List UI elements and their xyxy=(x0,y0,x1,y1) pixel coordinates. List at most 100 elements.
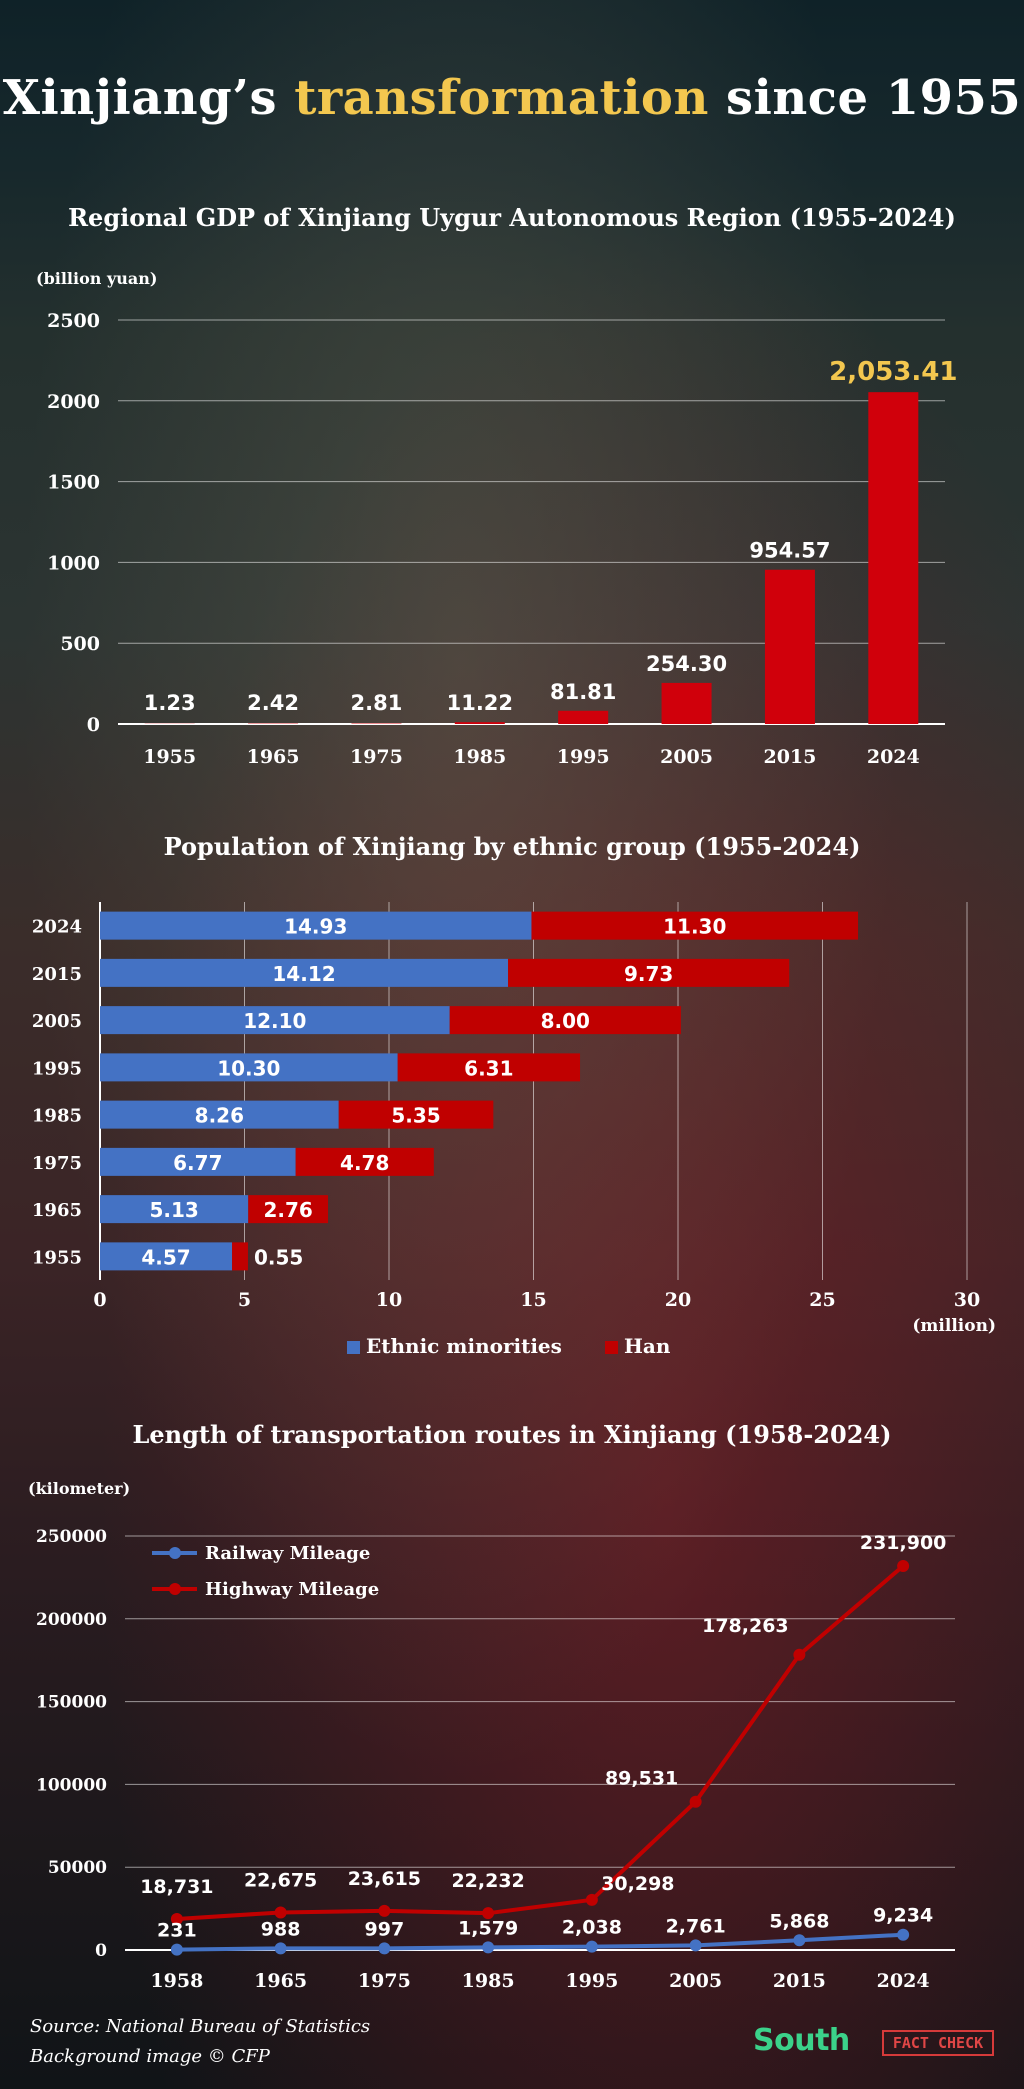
gdp-y-tick-label: 1500 xyxy=(47,472,100,494)
pop-label-ethnic: 14.93 xyxy=(284,915,347,939)
transport-chart-title: Length of transportation routes in Xinji… xyxy=(132,1420,892,1449)
pop-x-tick-label: 0 xyxy=(93,1289,106,1311)
pop-bar-ethnic xyxy=(100,958,509,987)
gdp-chart: (billion yuan) 0 500 1000 1500 2000 2500 1.23 19… xyxy=(36,269,957,768)
highway-data-label: 30,298 xyxy=(601,1873,674,1895)
pop-bar-han xyxy=(508,958,790,987)
gdp-data-label: 954.57 xyxy=(749,539,830,563)
gdp-x-tick-label: 2005 xyxy=(660,746,713,768)
railway-data-label: 2,038 xyxy=(562,1917,622,1939)
gdp-y-tick-label: 2000 xyxy=(47,391,100,413)
transport-y-tick-label: 50000 xyxy=(48,1858,107,1878)
transport-x-tick-label: 1965 xyxy=(254,1970,307,1992)
pop-y-tick-label: 1995 xyxy=(32,1058,82,1079)
pop-label-ethnic: 6.77 xyxy=(173,1151,222,1175)
pop-y-tick-label: 2015 xyxy=(32,964,82,985)
pop-label-ethnic: 4.57 xyxy=(141,1245,190,1269)
railway-point xyxy=(793,1934,806,1947)
railway-data-label: 2,761 xyxy=(666,1915,726,1937)
transport-y-tick-label: 150000 xyxy=(36,1693,107,1713)
pop-bar-han xyxy=(248,1195,329,1224)
highway-data-label: 178,263 xyxy=(702,1615,789,1637)
highway-point xyxy=(274,1906,287,1919)
gdp-bar xyxy=(454,722,505,724)
south-logo-text: South xyxy=(753,2023,850,2058)
title-prefix: Xinjiang’s xyxy=(2,70,295,126)
gdp-x-tick-label: 2015 xyxy=(763,746,816,768)
railway-point xyxy=(170,1943,183,1956)
pop-label-han: 9.73 xyxy=(624,962,673,986)
legend-highway-marker xyxy=(169,1583,181,1595)
pop-label-ethnic: 5.13 xyxy=(149,1198,198,1222)
pop-bar-ethnic xyxy=(100,1053,398,1082)
pop-bar-han xyxy=(338,1100,494,1129)
highway-point xyxy=(793,1648,806,1661)
gdp-bar xyxy=(764,569,815,724)
population-chart-title: Population of Xinjiang by ethnic group (… xyxy=(163,832,861,861)
title-highlight: transformation xyxy=(294,70,709,126)
transport-y-tick-label: 200000 xyxy=(36,1610,107,1630)
pop-label-han: 5.35 xyxy=(391,1104,440,1128)
gdp-x-tick-label: 1975 xyxy=(350,746,403,768)
pop-bar-ethnic xyxy=(100,1242,233,1271)
transport-x-tick-label: 2015 xyxy=(773,1970,826,1992)
gdp-x-tick-label: 1985 xyxy=(453,746,506,768)
railway-data-label: 1,579 xyxy=(458,1917,518,1939)
pop-bar-han xyxy=(232,1242,248,1271)
gdp-bar xyxy=(661,682,712,724)
highway-data-label: 22,675 xyxy=(244,1869,317,1891)
transport-x-tick-label: 1995 xyxy=(565,1970,618,1992)
legend-railway-marker xyxy=(169,1547,181,1559)
pop-label-han: 8.00 xyxy=(541,1009,590,1033)
railway-point xyxy=(482,1941,495,1954)
pop-label-han: 6.31 xyxy=(464,1056,513,1080)
railway-data-label: 9,234 xyxy=(873,1905,933,1927)
gdp-bar xyxy=(558,710,609,724)
pop-y-tick-label: 1965 xyxy=(32,1200,82,1221)
pop-label-ethnic: 14.12 xyxy=(272,962,335,986)
legend-highway-label: Highway Mileage xyxy=(205,1579,379,1600)
highway-data-label: 23,615 xyxy=(348,1868,421,1890)
pop-y-tick-label: 2005 xyxy=(32,1011,82,1032)
highway-point xyxy=(482,1907,495,1920)
highway-data-label: 18,731 xyxy=(140,1876,213,1898)
pop-bar-ethnic xyxy=(100,1006,450,1035)
page-title: Xinjiang’s transformation since 1955 xyxy=(0,70,1024,126)
railway-data-label: 5,868 xyxy=(769,1910,829,1932)
pop-legend-label-ethnic: Ethnic minorities xyxy=(366,1334,562,1358)
pop-x-tick-label: 10 xyxy=(376,1289,402,1311)
highway-point xyxy=(170,1912,183,1925)
highway-line xyxy=(176,1564,905,1921)
highway-point xyxy=(378,1904,391,1917)
pop-label-han: 2.76 xyxy=(263,1198,312,1222)
pop-x-tick-label: 30 xyxy=(954,1289,980,1311)
gdp-data-label: 81.81 xyxy=(550,680,616,704)
gdp-chart-title: Regional GDP of Xinjiang Uygur Autonomou… xyxy=(68,203,956,232)
pop-legend-swatch-ethnic xyxy=(347,1341,360,1354)
gdp-y-tick-label: 500 xyxy=(60,633,100,655)
highway-point xyxy=(897,1559,910,1572)
transport-x-tick-label: 1975 xyxy=(358,1970,411,1992)
gdp-x-tick-label: 1955 xyxy=(143,746,196,768)
railway-point xyxy=(585,1940,598,1953)
transport-y-tick-label: 0 xyxy=(95,1941,107,1961)
image-credit: Background image © CFP xyxy=(30,2046,270,2067)
pop-bar-han xyxy=(295,1147,434,1176)
railway-data-label: 231 xyxy=(157,1920,197,1942)
gdp-data-label: 2.81 xyxy=(351,691,403,715)
transport-x-tick-label: 1958 xyxy=(150,1970,203,1992)
highway-point xyxy=(585,1893,598,1906)
pop-x-tick-label: 15 xyxy=(520,1289,546,1311)
highway-point xyxy=(689,1795,702,1808)
population-chart: 0 5 10 15 20 25 30 (million) 2024 14.93 11.30 2015 1… xyxy=(32,902,996,1358)
pop-unit-label: (million) xyxy=(912,1316,996,1336)
gdp-y-tick-label: 2500 xyxy=(47,310,100,332)
transport-x-tick-label: 1985 xyxy=(462,1970,515,1992)
pop-bar-han xyxy=(397,1053,581,1082)
gdp-data-label: 1.23 xyxy=(144,691,196,715)
pop-y-tick-label: 2024 xyxy=(32,917,82,938)
source-note: Source: National Bureau of Statistics xyxy=(30,2016,371,2037)
highway-data-label: 231,900 xyxy=(860,1532,947,1554)
highway-data-label: 22,232 xyxy=(451,1870,524,1892)
legend-railway-label: Railway Mileage xyxy=(205,1543,370,1564)
